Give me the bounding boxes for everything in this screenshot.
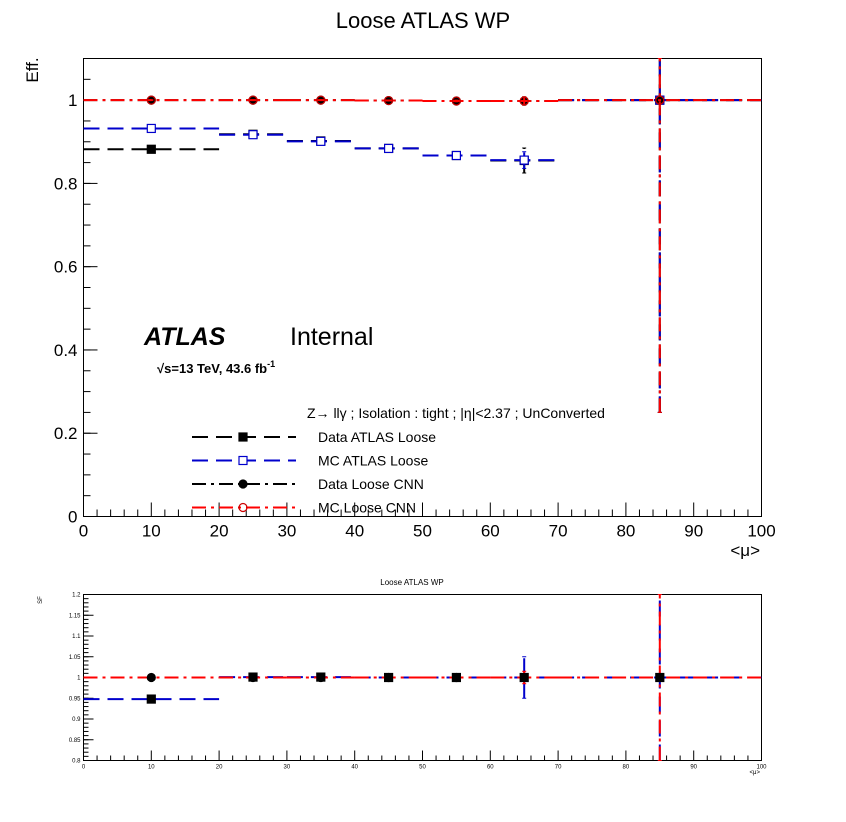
x-tick-label: 10 (148, 765, 155, 771)
legend-entry: MC ATLAS Loose (192, 453, 428, 469)
x-tick-label: 70 (549, 522, 568, 541)
data-point (316, 136, 326, 146)
x-tick-label: 30 (277, 522, 296, 541)
main-y-axis-label: Eff. (23, 57, 42, 82)
main-title: Loose ATLAS WP (336, 8, 510, 33)
x-tick-label: 100 (747, 522, 775, 541)
legend-entry: Data ATLAS Loose (192, 429, 436, 445)
ratio-title: Loose ATLAS WP (380, 578, 443, 587)
ratio-y-axis-label: SF (38, 596, 44, 604)
atlas-status: Internal (290, 323, 373, 351)
y-tick-label: 1 (68, 91, 77, 110)
ratio-axes: 0 10 20 30 40 50 60 70 80 90 100 0.8 0.85 0.9 0.95 1 1.0… (69, 593, 767, 771)
data-point (384, 672, 394, 683)
main-axes: 0 10 20 30 40 50 60 70 80 90 100 0 0.2 0.4 0.6 0.8 1 (54, 58, 776, 541)
y-tick-label: 1.1 (72, 634, 81, 640)
y-tick-label: 0.2 (54, 424, 78, 443)
y-tick-label: 1.05 (69, 655, 81, 661)
data-point (519, 672, 529, 683)
legend-entry: MC Loose CNN (192, 500, 416, 516)
legend-marker (238, 455, 248, 466)
legend-marker (238, 502, 248, 513)
energy-text: s=13 TeV, 43.6 fb (164, 361, 267, 376)
x-tick-label: 40 (345, 522, 364, 541)
atlas-brand: ATLAS (143, 323, 226, 351)
x-tick-label: 80 (616, 522, 635, 541)
main-series (83, 58, 762, 413)
y-tick-label: 0.4 (54, 341, 78, 360)
series-mc-loose-cnn (83, 58, 762, 413)
data-point (316, 672, 326, 683)
legend-label: Data ATLAS Loose (318, 429, 436, 445)
data-point (146, 95, 156, 105)
data-point (248, 95, 258, 105)
data-point (146, 694, 156, 704)
y-tick-label: 1.2 (72, 593, 81, 599)
legend-marker (238, 432, 248, 442)
data-point (384, 143, 394, 154)
data-point (451, 672, 461, 683)
data-point (451, 96, 461, 106)
x-tick-label: 40 (351, 765, 358, 771)
data-point (146, 144, 156, 154)
legend-label: MC ATLAS Loose (318, 453, 428, 469)
x-tick-label: 90 (690, 765, 697, 771)
legend-header: Z→ llγ ; Isolation : tight ; |η|<2.37 ; … (307, 405, 605, 421)
ratio-series (83, 594, 762, 761)
energy-lumi-label: √s=13 TeV, 43.6 fb-1 (157, 359, 275, 376)
x-tick-label: 60 (481, 522, 500, 541)
main-panel: Loose ATLAS WP 0 10 20 30 40 50 60 70 80 90 100 0 0.… (23, 8, 776, 560)
ratio-x-axis-label: <μ> (750, 770, 761, 776)
x-tick-label: 0 (79, 522, 88, 541)
data-point (655, 672, 665, 683)
data-point (248, 130, 258, 140)
x-tick-label: 70 (555, 765, 562, 771)
x-tick-label: 0 (82, 765, 86, 771)
legend-entries: Data ATLAS Loose MC ATLAS Loose Data Loose… (192, 429, 436, 516)
sqrt-symbol: √ (157, 361, 165, 376)
legend-label: MC Loose CNN (318, 500, 416, 516)
data-point (384, 95, 394, 106)
lumi-superscript: -1 (267, 359, 275, 369)
y-tick-label: 0 (68, 507, 77, 526)
y-tick-label: 0.9 (72, 717, 81, 723)
data-point (519, 155, 529, 165)
data-point (316, 95, 326, 105)
x-tick-label: 20 (210, 522, 229, 541)
x-tick-label: 100 (756, 765, 767, 771)
x-tick-label: 90 (684, 522, 703, 541)
y-tick-label: 0.8 (72, 759, 81, 765)
data-point (519, 96, 529, 106)
data-point (146, 672, 156, 683)
x-tick-label: 30 (284, 765, 291, 771)
legend-label: Data Loose CNN (318, 476, 424, 492)
legend: Z→ llγ ; Isolation : tight ; |η|<2.37 ; … (192, 405, 605, 516)
x-tick-label: 20 (216, 765, 223, 771)
legend-entry: Data Loose CNN (192, 476, 424, 492)
y-tick-label: 0.6 (54, 258, 78, 277)
x-tick-label: 10 (142, 522, 161, 541)
legend-marker (238, 479, 248, 489)
x-tick-label: 60 (487, 765, 494, 771)
y-tick-label: 1.15 (69, 613, 81, 619)
main-x-axis-label: <μ> (730, 541, 760, 560)
data-point (451, 150, 461, 161)
data-point (146, 123, 156, 134)
atlas-label: ATLAS Internal √s=13 TeV, 43.6 fb-1 (143, 323, 373, 376)
series-data-loose-cnn (83, 594, 762, 761)
x-tick-label: 50 (413, 522, 432, 541)
data-point (655, 95, 665, 105)
x-tick-label: 50 (419, 765, 426, 771)
y-tick-label: 0.85 (69, 738, 81, 744)
y-tick-label: 0.8 (54, 174, 78, 193)
x-tick-label: 80 (623, 765, 630, 771)
y-tick-label: 0.95 (69, 696, 81, 702)
ratio-panel: Loose ATLAS WP 0 10 20 30 40 50 60 70 80 90 100 0.8… (38, 578, 767, 776)
y-tick-label: 1 (77, 676, 81, 682)
data-point (248, 672, 258, 683)
